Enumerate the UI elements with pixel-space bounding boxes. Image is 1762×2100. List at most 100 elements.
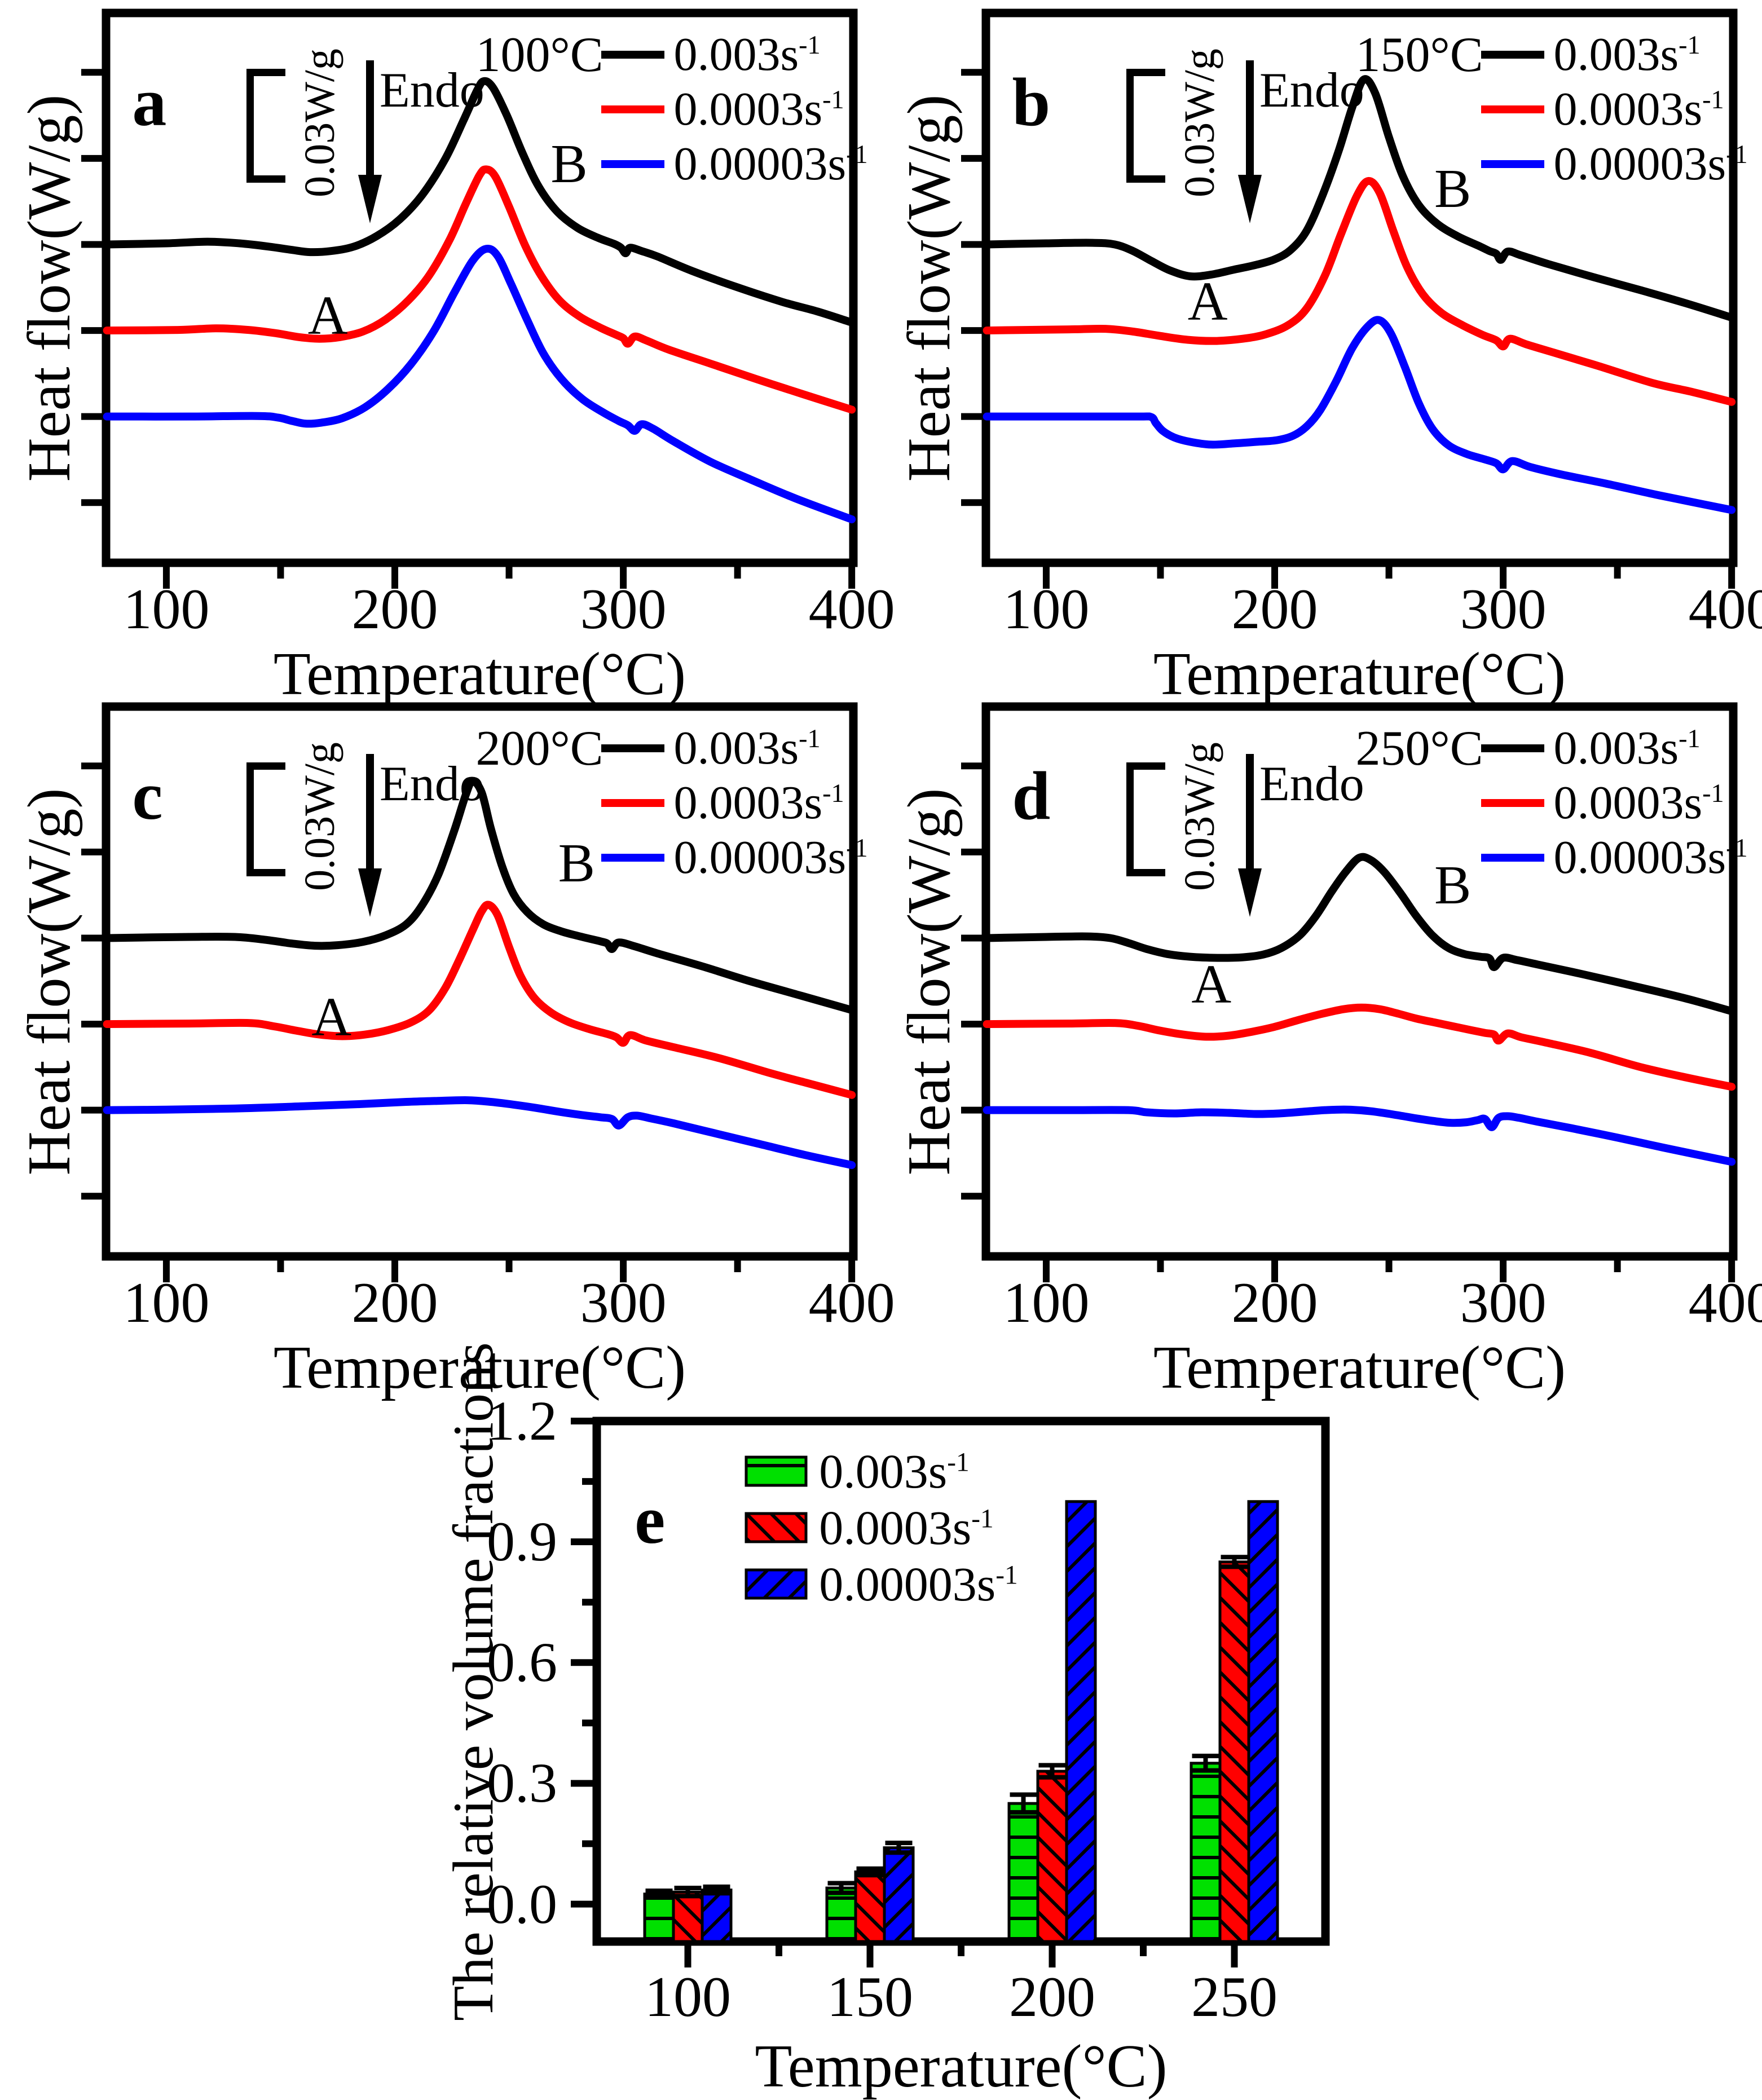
endo-label: Endo	[1259, 756, 1364, 811]
panel-letter: c	[132, 757, 163, 834]
x-tick-label: 200	[351, 577, 438, 641]
legend-item: 0.0003s-1	[601, 82, 867, 136]
legend-swatch	[601, 853, 665, 862]
annotation-A: A	[311, 987, 352, 1048]
dsc-curve-0.0003s-1	[983, 177, 1736, 406]
bar-0.003s-1-150	[825, 1886, 857, 1943]
condition-temperature: 150°C	[1355, 28, 1483, 83]
dsc-curve-0.0003s-1	[103, 901, 856, 1099]
legend-label: 0.003s-1	[1553, 721, 1701, 774]
annotation-B: B	[558, 833, 595, 894]
y-tick-label: 0.6	[487, 1631, 557, 1694]
panel-letter: b	[1012, 64, 1051, 140]
legend-label: 0.003s-1	[673, 28, 821, 81]
legend-label: 0.003s-1	[673, 721, 821, 774]
panel-c: Heat flow(W/g) c 0.03W/g Endo 200°C A B …	[16, 702, 895, 1398]
legend: 0.003s-1 0.0003s-1 0.00003s-1	[601, 721, 868, 885]
x-tick-label: 400	[1688, 1271, 1762, 1335]
legend-label: 0.00003s-1	[673, 137, 868, 190]
bar-0.0003s-1-200	[1036, 1770, 1068, 1943]
x-tick-label: 100	[123, 577, 210, 641]
bar-0.003s-1-200	[1007, 1802, 1039, 1943]
legend-item: 0.00003s-1	[745, 1556, 1018, 1612]
plot-area	[961, 8, 1738, 589]
scale-bar-label: 0.03W/g	[296, 742, 343, 891]
y-axis-label: Heat flow(W/g)	[896, 94, 963, 482]
bar-0.0003s-1-100	[672, 1890, 704, 1943]
endo-label: Endo	[1259, 63, 1364, 118]
dsc-curve-0.00003s-1	[983, 1105, 1736, 1166]
x-axis-label: Temperature(°C)	[273, 641, 686, 708]
endo-label: Endo	[379, 63, 484, 118]
legend-item: 0.003s-1	[745, 1443, 1017, 1499]
legend-swatch	[1481, 798, 1545, 807]
x-axis-label: Temperature(°C)	[273, 1334, 686, 1401]
legend-item: 0.003s-1	[1481, 721, 1747, 775]
legend-item: 0.00003s-1	[601, 830, 868, 885]
legend-swatch	[1481, 160, 1545, 168]
endo-arrowhead-icon	[1238, 868, 1262, 917]
plot-area	[571, 1417, 1330, 1967]
panel-letter: e	[635, 1482, 666, 1559]
annotation-A: A	[1187, 271, 1228, 333]
legend-item: 0.00003s-1	[1481, 830, 1748, 885]
legend-item: 0.0003s-1	[601, 775, 867, 830]
x-tick-label: 300	[1460, 1271, 1547, 1335]
endo-arrowhead-icon	[1238, 174, 1262, 223]
panel-a: Heat flow(W/g) a 0.03W/g Endo 100°C A B …	[16, 8, 895, 705]
dsc-curve-0.003s-1	[983, 75, 1736, 322]
legend-swatch	[1481, 105, 1545, 113]
bar-0.00003s-1-200	[1065, 1500, 1097, 1943]
condition-temperature: 100°C	[475, 28, 604, 83]
scale-bar-label: 0.03W/g	[296, 48, 343, 197]
legend-swatch	[745, 1512, 808, 1543]
legend-item: 0.0003s-1	[1481, 775, 1747, 830]
y-axis-label: Heat flow(W/g)	[896, 788, 963, 1175]
x-tick-label: 150	[827, 1965, 913, 2029]
annotation-B: B	[1434, 855, 1472, 916]
bar-0.003s-1-100	[643, 1892, 675, 1943]
endo-arrow-icon	[1246, 753, 1254, 870]
legend-item: 0.003s-1	[601, 27, 867, 82]
y-tick-label: 1.2	[487, 1389, 557, 1452]
y-tick-label: 0.0	[487, 1872, 557, 1935]
legend-label: 0.00003s-1	[1553, 137, 1748, 190]
legend-swatch	[601, 105, 665, 113]
legend-label: 0.003s-1	[819, 1444, 970, 1498]
x-axis-label: Temperature(°C)	[755, 2033, 1168, 2100]
legend-swatch	[601, 160, 665, 168]
dsc-curve-0.003s-1	[103, 777, 856, 1014]
endo-arrow-icon	[366, 753, 375, 870]
y-tick-label: 0.3	[487, 1752, 557, 1815]
x-tick-label: 400	[808, 1271, 895, 1335]
x-tick-label: 100	[123, 1271, 210, 1335]
x-tick-label: 300	[580, 577, 667, 641]
legend-swatch	[1481, 50, 1545, 59]
legend-swatch	[1481, 744, 1545, 752]
bar-0.0003s-1-150	[854, 1870, 886, 1943]
x-tick-label: 300	[1460, 577, 1547, 641]
dsc-curve-0.00003s-1	[103, 244, 856, 523]
dsc-curve-0.0003s-1	[983, 1003, 1736, 1091]
x-tick-label: 200	[1009, 1965, 1095, 2029]
y-axis-label: Heat flow(W/g)	[16, 788, 83, 1175]
panel-b: Heat flow(W/g) b 0.03W/g Endo 150°C A B …	[896, 8, 1762, 705]
x-axis-label: Temperature(°C)	[1153, 641, 1566, 708]
plot-area	[81, 702, 858, 1282]
scale-bar-bracket-icon	[1126, 69, 1165, 183]
legend: 0.003s-1 0.0003s-1 0.00003s-1	[1481, 27, 1748, 191]
legend: 0.003s-1 0.0003s-1 0.00003s-1	[1481, 721, 1748, 885]
annotation-A: A	[1191, 954, 1232, 1015]
panel-e: The relative volume fractions e 0.003s-1…	[442, 1342, 1330, 2097]
bar-0.00003s-1-250	[1247, 1500, 1279, 1943]
legend-label: 0.00003s-1	[1553, 831, 1748, 884]
scale-bar-bracket-icon	[1126, 762, 1165, 876]
bar-0.003s-1-250	[1190, 1762, 1222, 1943]
dsc-curve-0.003s-1	[103, 77, 856, 327]
plot-frame	[981, 8, 1738, 567]
plot-area	[961, 702, 1738, 1282]
annotation-B: B	[550, 134, 588, 195]
plot-frame	[102, 702, 858, 1261]
condition-temperature: 250°C	[1355, 721, 1483, 777]
legend-label: 0.0003s-1	[673, 82, 844, 135]
